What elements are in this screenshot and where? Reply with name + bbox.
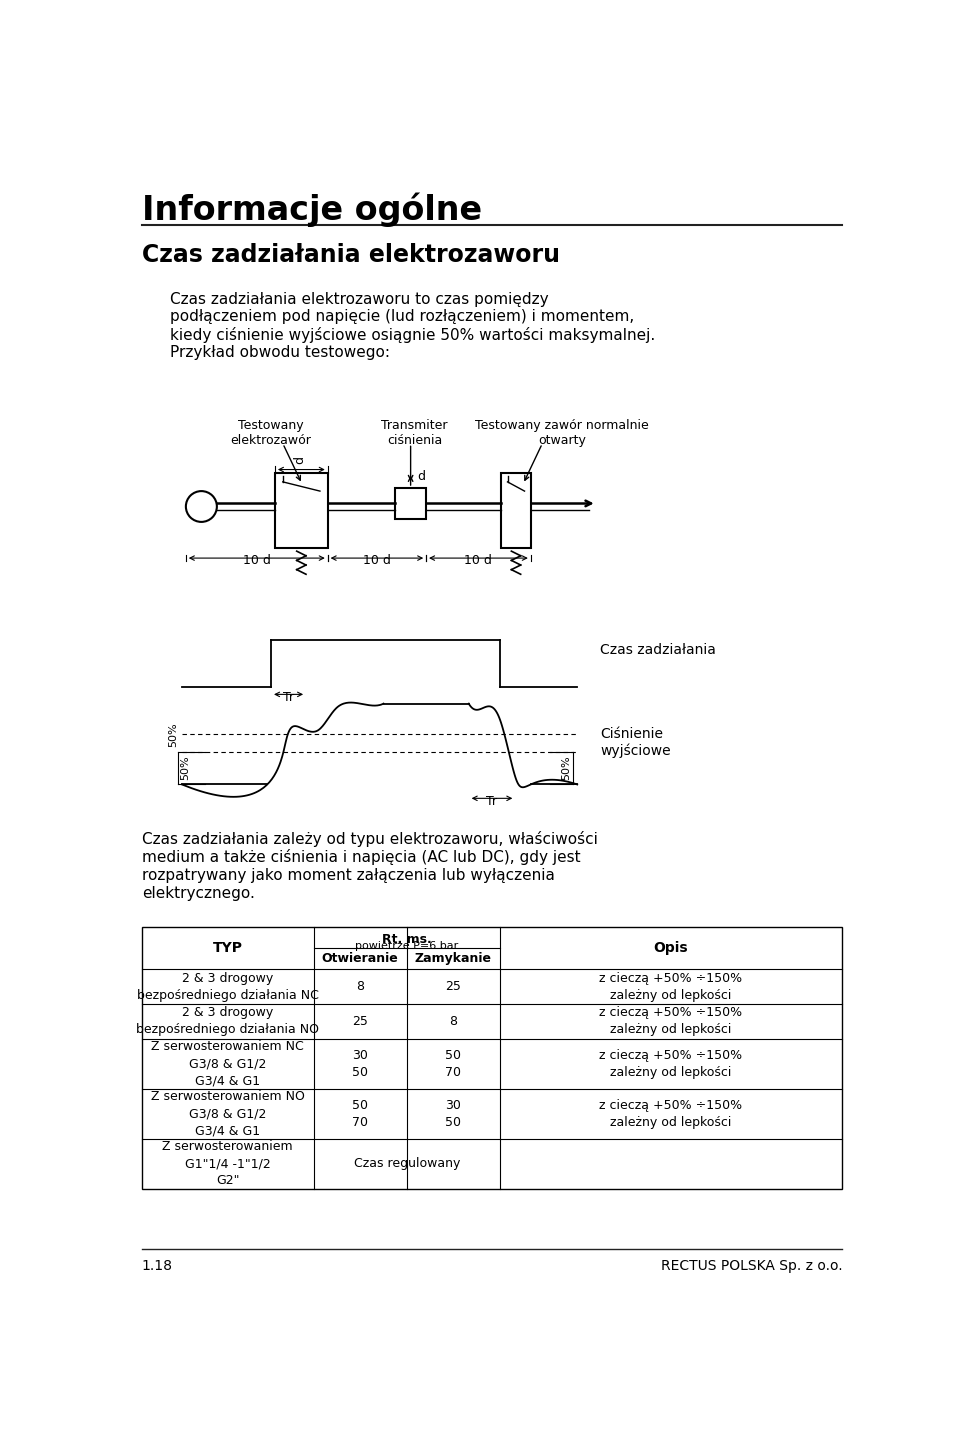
Text: kiedy ciśnienie wyjściowe osiągnie 50% wartości maksymalnej.: kiedy ciśnienie wyjściowe osiągnie 50% w… [170, 327, 656, 343]
Text: podłączeniem pod napięcie (lud rozłączeniem) i momentem,: podłączeniem pod napięcie (lud rozłączen… [170, 309, 635, 325]
Text: z cieczą +50% ÷150%
zależny od lepkości: z cieczą +50% ÷150% zależny od lepkości [599, 1048, 743, 1078]
Text: 25: 25 [445, 981, 461, 994]
Text: medium a także ciśnienia i napięcia (AC lub DC), gdy jest: medium a także ciśnienia i napięcia (AC … [142, 849, 581, 864]
Text: Czas regulowany: Czas regulowany [353, 1157, 460, 1170]
Text: 30
50: 30 50 [352, 1048, 369, 1078]
Text: Ciśnienie
wyjściowe: Ciśnienie wyjściowe [601, 727, 671, 758]
Text: 50%: 50% [168, 722, 179, 747]
Text: 50
70: 50 70 [352, 1099, 369, 1129]
Text: Z serwosterowaniem NO
G3/8 & G1/2
G3/4 & G1: Z serwosterowaniem NO G3/8 & G1/2 G3/4 &… [151, 1090, 304, 1137]
Text: z cieczą +50% ÷150%
zależny od lepkości: z cieczą +50% ÷150% zależny od lepkości [599, 1007, 743, 1037]
Text: Zamykanie: Zamykanie [415, 952, 492, 965]
Text: Czas zadziałania elektrozaworu: Czas zadziałania elektrozaworu [142, 244, 560, 267]
Text: 2 & 3 drogowy
bezpośredniego działania NO: 2 & 3 drogowy bezpośredniego działania N… [136, 1007, 320, 1037]
Text: 50%: 50% [180, 755, 190, 780]
Text: 2 & 3 drogowy
bezpośredniego działania NC: 2 & 3 drogowy bezpośredniego działania N… [136, 972, 319, 1001]
Text: Z serwosterowaniem
G1"1/4 -1"1/2
G2": Z serwosterowaniem G1"1/4 -1"1/2 G2" [162, 1140, 293, 1188]
Text: powietrze P=6 bar: powietrze P=6 bar [355, 941, 458, 951]
Text: z cieczą +50% ÷150%
zależny od lepkości: z cieczą +50% ÷150% zależny od lepkości [599, 1099, 743, 1129]
Text: rozpatrywany jako moment załączenia lub wyłączenia: rozpatrywany jako moment załączenia lub … [142, 867, 555, 883]
Text: 8: 8 [449, 1015, 457, 1028]
Text: 8: 8 [356, 981, 364, 994]
Text: Transmiter
ciśnienia: Transmiter ciśnienia [381, 419, 447, 447]
Text: 30
50: 30 50 [445, 1099, 461, 1129]
Text: Otwieranie: Otwieranie [322, 952, 398, 965]
Text: 10 d: 10 d [363, 554, 391, 567]
Text: Testowany
elektrozawór: Testowany elektrozawór [230, 419, 312, 447]
Text: Tr: Tr [487, 794, 497, 807]
Text: TYP: TYP [213, 941, 243, 955]
Bar [396, 488, 426, 518]
Text: 25: 25 [352, 1015, 369, 1028]
Text: Testowany zawór normalnie
otwarty: Testowany zawór normalnie otwarty [475, 419, 649, 447]
Text: Z serwosterowaniem NC
G3/8 & G1/2
G3/4 & G1: Z serwosterowaniem NC G3/8 & G1/2 G3/4 &… [152, 1040, 304, 1087]
Text: Czas zadziałania: Czas zadziałania [601, 643, 716, 656]
Text: d: d [294, 457, 306, 464]
Text: Przykład obwodu testowego:: Przykład obwodu testowego: [170, 345, 391, 360]
Text: d: d [417, 470, 425, 482]
Text: 10 d: 10 d [465, 554, 492, 567]
Text: 1.18: 1.18 [142, 1259, 173, 1272]
Text: 50
70: 50 70 [445, 1048, 461, 1078]
Text: Opis: Opis [654, 941, 688, 955]
Text: Czas zadziałania zależy od typu elektrozaworu, właściwości: Czas zadziałania zależy od typu elektroz… [142, 830, 597, 847]
Text: z cieczą +50% ÷150%
zależny od lepkości: z cieczą +50% ÷150% zależny od lepkości [599, 972, 743, 1001]
Bar [501, 472, 531, 549]
Bar [275, 472, 327, 549]
Bar [142, 926, 842, 1189]
Text: Rt. ms.: Rt. ms. [382, 933, 432, 946]
Text: 50%: 50% [561, 755, 571, 780]
Text: 10 d: 10 d [243, 554, 271, 567]
Text: RECTUS POLSKA Sp. z o.o.: RECTUS POLSKA Sp. z o.o. [660, 1259, 842, 1272]
Text: Informacje ogólne: Informacje ogólne [142, 192, 482, 227]
Text: Tr: Tr [283, 691, 294, 704]
Text: elektrycznego.: elektrycznego. [142, 886, 254, 902]
Text: Czas zadziałania elektrozaworu to czas pomiędzy: Czas zadziałania elektrozaworu to czas p… [170, 292, 549, 307]
